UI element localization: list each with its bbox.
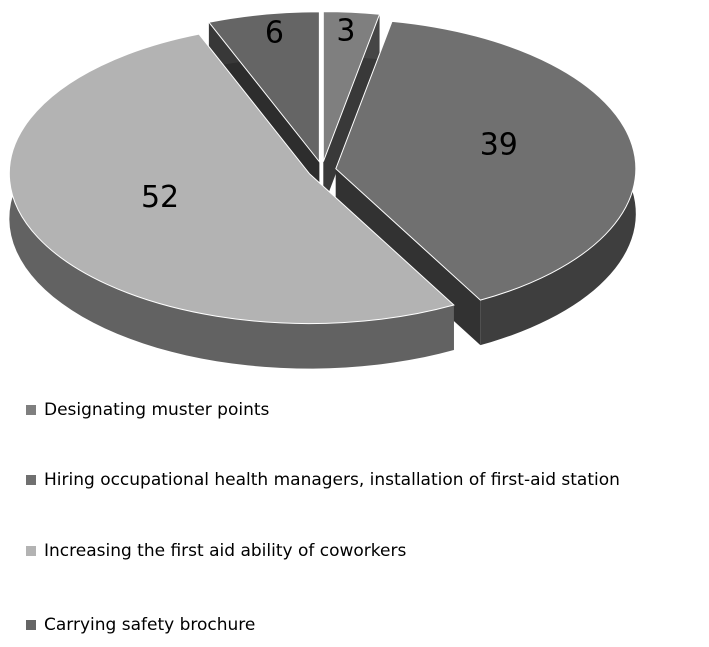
legend-swatch <box>26 546 36 556</box>
data-label: 52 <box>141 180 179 215</box>
slice <box>335 20 637 301</box>
legend-label: Carrying safety brochure <box>44 615 255 635</box>
legend-swatch <box>26 405 36 415</box>
legend-label: Designating muster points <box>44 400 270 420</box>
legend-swatch <box>26 475 36 485</box>
data-label: 6 <box>265 15 284 50</box>
slice-side <box>9 34 454 369</box>
slice-wall <box>323 14 380 207</box>
data-label: 39 <box>480 127 518 162</box>
slice <box>322 11 381 162</box>
legend-swatch <box>26 620 36 630</box>
slice <box>208 11 320 164</box>
legend-label: Hiring occupational health managers, ins… <box>44 470 620 490</box>
data-label: 3 <box>336 14 355 49</box>
slice-tops <box>8 11 637 325</box>
legend-label: Increasing the first aid ability of cowo… <box>44 541 406 561</box>
slice <box>8 33 455 325</box>
